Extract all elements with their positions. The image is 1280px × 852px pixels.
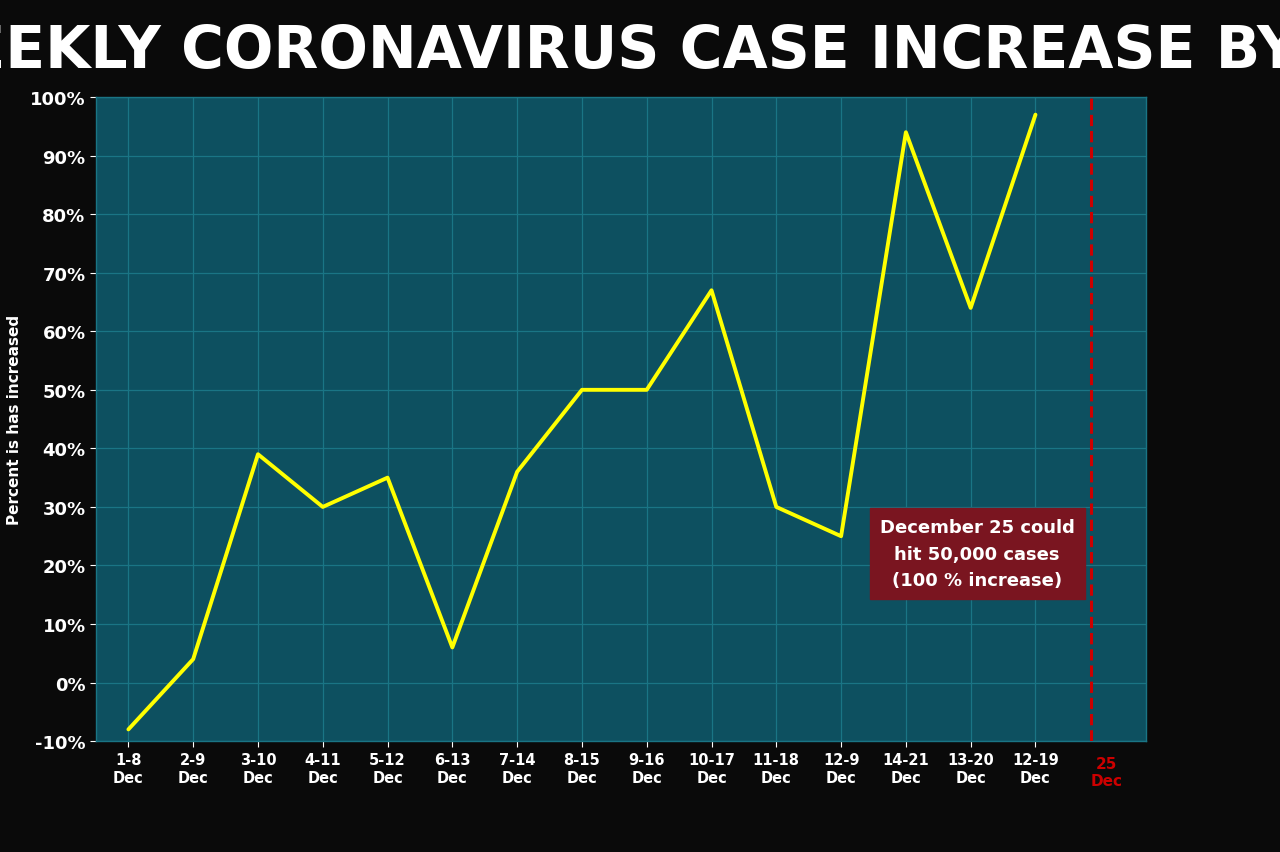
Text: WEEKLY CORONAVIRUS CASE INCREASE BY %: WEEKLY CORONAVIRUS CASE INCREASE BY % [0,22,1280,79]
Text: 25
Dec: 25 Dec [1091,756,1123,788]
Text: December 25 could
hit 50,000 cases
(100 % increase): December 25 could hit 50,000 cases (100 … [879,519,1075,590]
Y-axis label: Percent is has increased: Percent is has increased [6,314,22,525]
